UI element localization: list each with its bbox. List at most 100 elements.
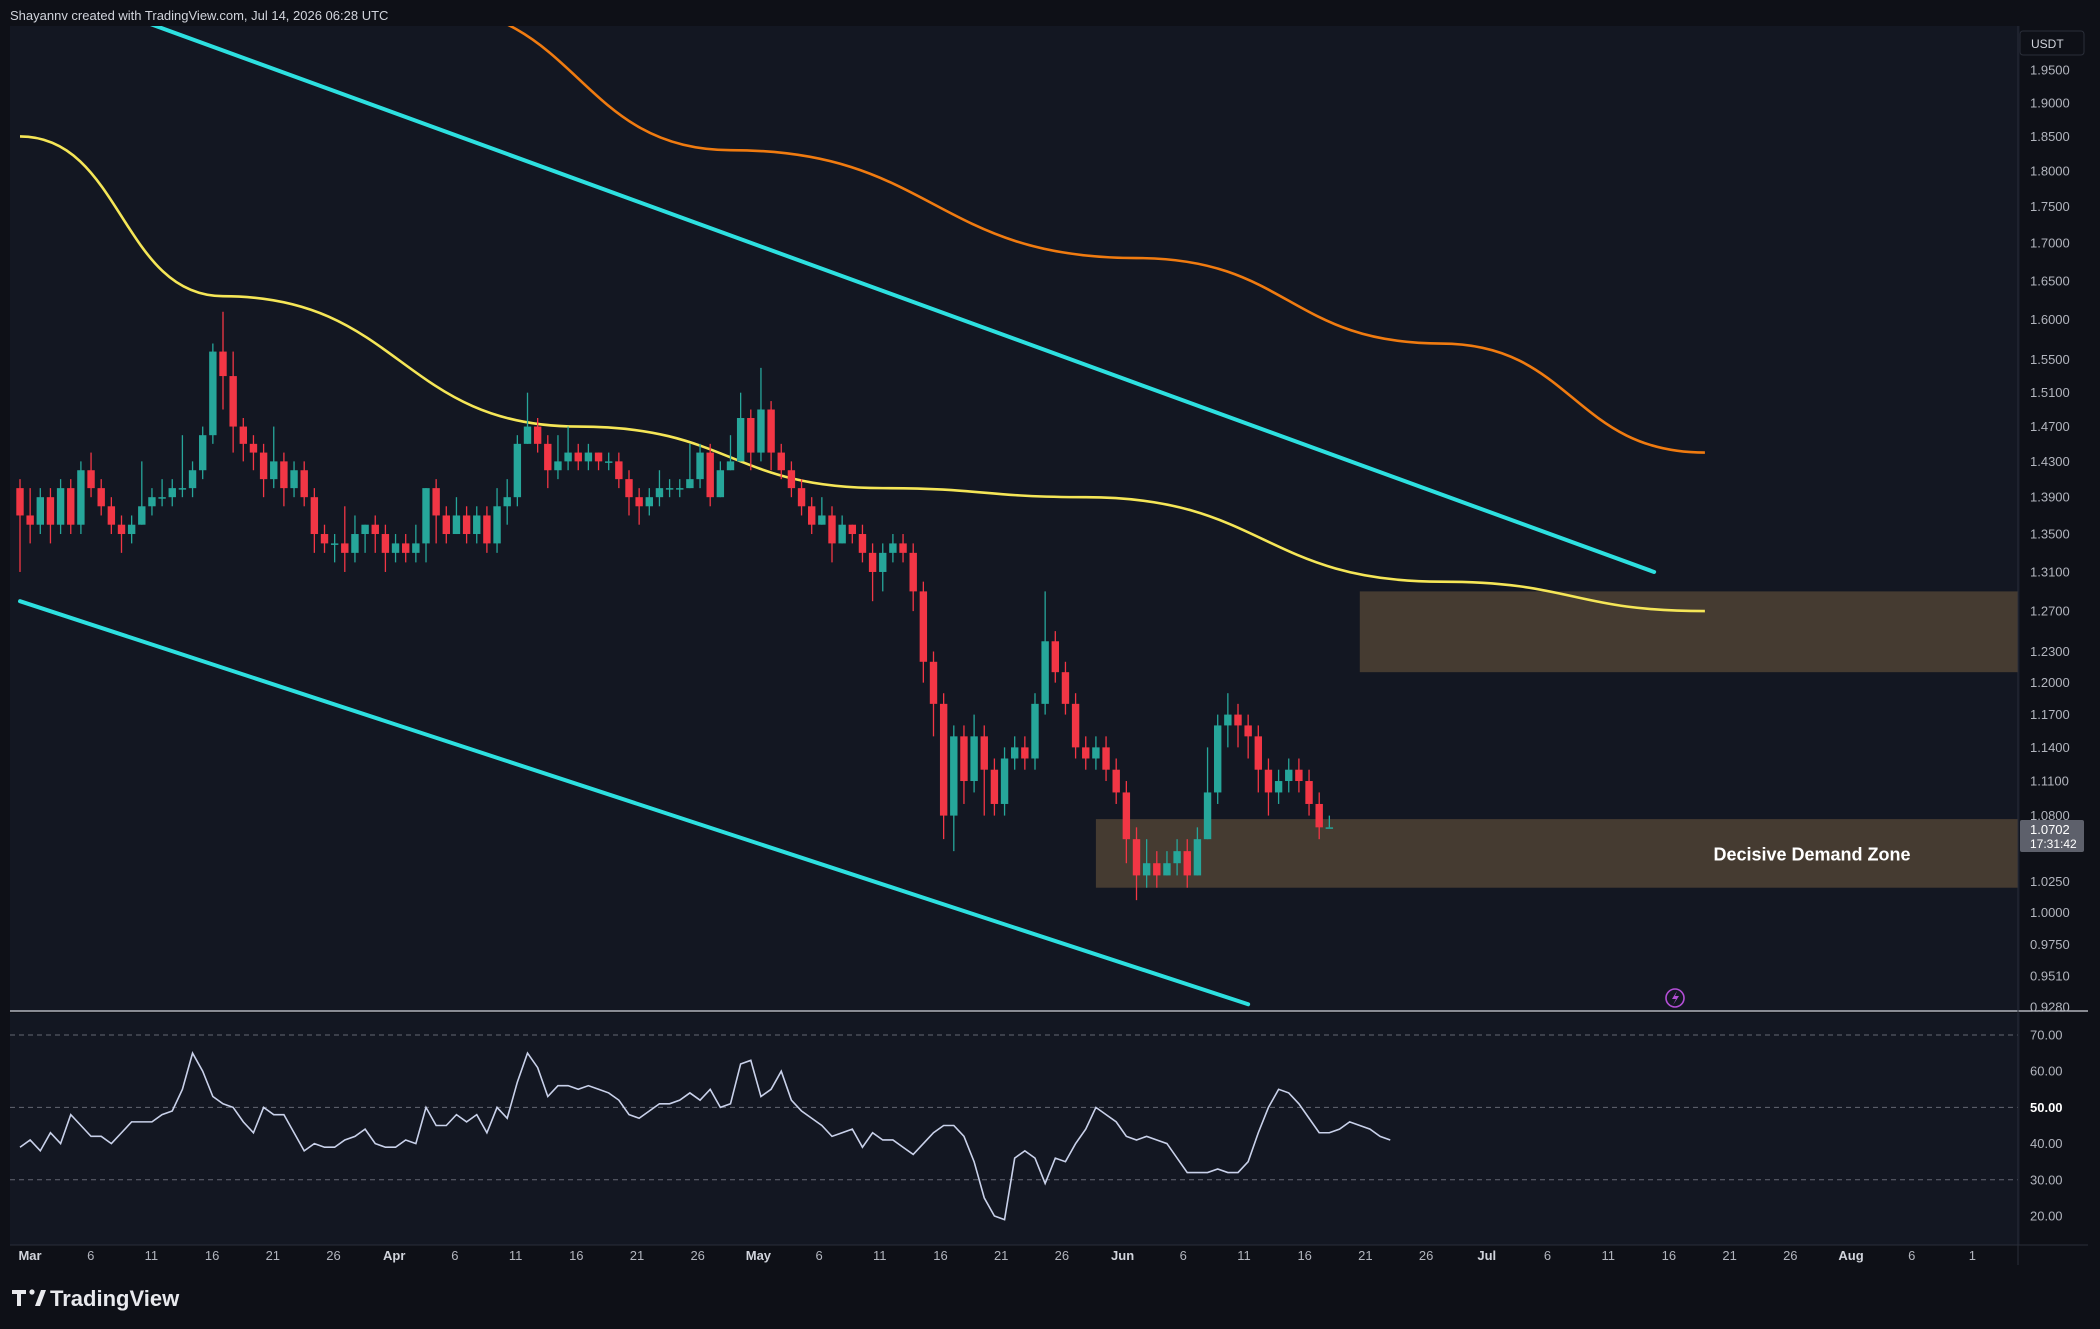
candle-body[interactable]	[432, 488, 440, 516]
candle-body[interactable]	[584, 452, 593, 462]
candle-body[interactable]	[209, 351, 217, 436]
candle-body[interactable]	[899, 543, 907, 553]
candle-body[interactable]	[483, 515, 491, 544]
candle-body[interactable]	[1295, 769, 1303, 782]
alert-icon[interactable]	[1665, 988, 1685, 1008]
candle-body[interactable]	[148, 497, 156, 507]
candle-body[interactable]	[127, 524, 136, 535]
candle-body[interactable]	[36, 497, 44, 525]
candle-body[interactable]	[300, 470, 308, 498]
candle-body[interactable]	[1173, 851, 1181, 864]
candle-body[interactable]	[1224, 714, 1232, 726]
candle-body[interactable]	[625, 479, 633, 498]
candle-body[interactable]	[219, 351, 227, 377]
candles[interactable]	[16, 311, 1334, 901]
candle-body[interactable]	[980, 736, 988, 770]
candle-body[interactable]	[787, 470, 796, 489]
rsi-pane[interactable]	[10, 1034, 2018, 1221]
candle-body[interactable]	[158, 497, 166, 499]
candle-body[interactable]	[1285, 769, 1293, 782]
candle-body[interactable]	[939, 703, 948, 816]
candle-body[interactable]	[797, 488, 806, 507]
candle-body[interactable]	[716, 470, 725, 498]
candle-body[interactable]	[818, 515, 826, 525]
candle-body[interactable]	[1061, 672, 1070, 704]
candle-body[interactable]	[341, 543, 349, 553]
moving-average-orange[interactable]	[426, 7, 1705, 454]
candle-body[interactable]	[381, 534, 390, 553]
candle-body[interactable]	[706, 452, 714, 498]
candle-body[interactable]	[1183, 851, 1191, 876]
candle-body[interactable]	[523, 426, 532, 444]
candle-body[interactable]	[757, 409, 765, 453]
candle-body[interactable]	[879, 552, 887, 572]
candle-body[interactable]	[1315, 803, 1323, 828]
time-axis[interactable]: Mar 6 11 16 21 26 Apr 6 11 16 21 26 May 6 11 16 21 26 Jun 6…	[18, 1248, 1976, 1263]
candle-body[interactable]	[239, 426, 247, 444]
candle-body[interactable]	[361, 524, 369, 535]
candle-body[interactable]	[615, 461, 623, 480]
candle-body[interactable]	[1214, 725, 1222, 793]
candle-body[interactable]	[868, 552, 877, 572]
candle-body[interactable]	[513, 443, 522, 498]
candle-body[interactable]	[229, 376, 237, 427]
demand-zone[interactable]	[1095, 819, 2018, 888]
candle-body[interactable]	[310, 497, 319, 535]
candle-body[interactable]	[1112, 769, 1120, 793]
candle-body[interactable]	[107, 506, 116, 525]
candle-body[interactable]	[178, 488, 187, 490]
candle-body[interactable]	[808, 506, 816, 525]
candle-body[interactable]	[929, 661, 938, 704]
candle-body[interactable]	[848, 524, 856, 535]
candle-body[interactable]	[858, 534, 867, 553]
candle-body[interactable]	[1153, 863, 1161, 876]
candle-body[interactable]	[452, 515, 461, 535]
candle-body[interactable]	[422, 488, 430, 544]
candle-body[interactable]	[503, 497, 511, 507]
candle-body[interactable]	[828, 515, 836, 544]
candle-body[interactable]	[686, 479, 694, 489]
candle-body[interactable]	[665, 488, 674, 490]
candle-body[interactable]	[87, 470, 95, 489]
candle-body[interactable]	[635, 497, 643, 507]
candle-body[interactable]	[1254, 736, 1262, 770]
candle-body[interactable]	[371, 524, 379, 535]
candle-body[interactable]	[1142, 863, 1151, 876]
candle-body[interactable]	[1071, 703, 1080, 748]
candle-body[interactable]	[736, 418, 745, 462]
candle-body[interactable]	[402, 543, 410, 553]
candle-body[interactable]	[1102, 747, 1110, 770]
candle-body[interactable]	[1264, 769, 1273, 793]
candle-body[interactable]	[767, 409, 775, 453]
currency-badge[interactable]: USDT	[2019, 30, 2085, 56]
candle-body[interactable]	[1021, 747, 1029, 759]
price-axis[interactable]: 1.9500 1.9000 1.8500 1.8000 1.7500 1.7000 1.65…	[2030, 63, 2070, 1015]
candle-body[interactable]	[950, 736, 958, 816]
candle-body[interactable]	[199, 435, 207, 471]
candle-body[interactable]	[77, 470, 85, 525]
candle-body[interactable]	[564, 452, 572, 462]
candle-body[interactable]	[960, 736, 968, 782]
candle-body[interactable]	[990, 769, 999, 804]
candle-body[interactable]	[493, 506, 501, 544]
candle-body[interactable]	[138, 506, 146, 525]
candle-body[interactable]	[1031, 703, 1039, 759]
candle-body[interactable]	[259, 452, 268, 480]
candle-body[interactable]	[1193, 839, 1202, 876]
candle-body[interactable]	[1092, 747, 1100, 759]
candle-body[interactable]	[46, 497, 55, 525]
candle-body[interactable]	[605, 461, 613, 463]
candle-body[interactable]	[919, 591, 928, 662]
candle-body[interactable]	[1082, 747, 1090, 759]
supply-zone[interactable]	[1359, 591, 2018, 673]
candle-body[interactable]	[270, 461, 278, 480]
candle-body[interactable]	[909, 552, 917, 592]
candle-body[interactable]	[188, 470, 197, 489]
candle-body[interactable]	[1244, 725, 1252, 737]
candle-body[interactable]	[1234, 714, 1242, 726]
candle-body[interactable]	[1122, 792, 1131, 840]
candle-body[interactable]	[168, 488, 176, 498]
candle-body[interactable]	[747, 418, 755, 453]
candle-body[interactable]	[655, 488, 664, 498]
